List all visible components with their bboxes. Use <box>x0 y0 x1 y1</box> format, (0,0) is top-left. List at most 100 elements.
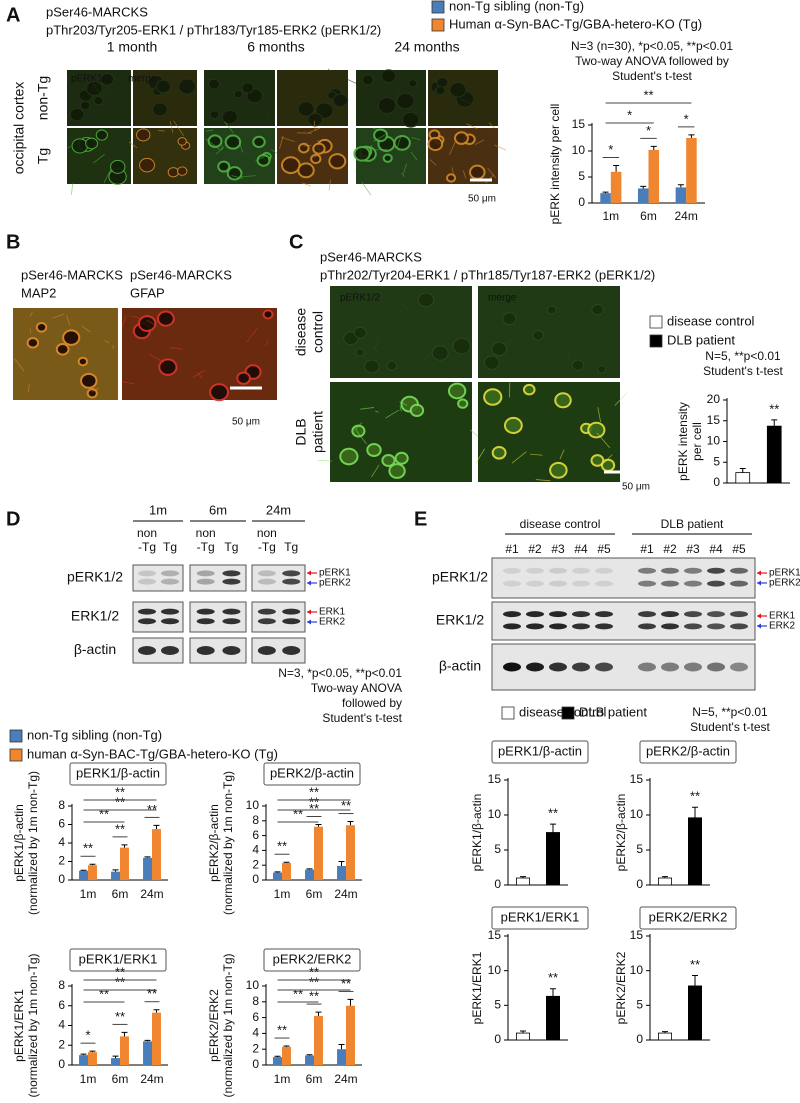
y-axis-label: pERK intensity per cell <box>548 104 562 225</box>
stats-note: Student's t-test <box>690 720 770 734</box>
y-tick-label: 5 <box>713 454 720 468</box>
legend-label: non-Tg sibling (non-Tg) <box>27 727 162 742</box>
chart-title-box <box>263 762 361 786</box>
arrow-head <box>757 613 761 619</box>
cell <box>137 315 157 332</box>
y-tick-label: 6 <box>252 1010 259 1024</box>
significance-label: ** <box>309 989 319 1004</box>
x-tick-label: 6m <box>306 1072 323 1086</box>
band <box>196 608 215 615</box>
y-tick-label: 10 <box>572 143 586 157</box>
error-bar <box>144 856 151 858</box>
fiber <box>255 153 270 162</box>
band <box>257 646 276 655</box>
significance-label: ** <box>341 798 351 813</box>
y-tick-label: 0 <box>58 1057 65 1071</box>
error-bar <box>80 1053 87 1056</box>
y-tick-label: 8 <box>58 798 65 812</box>
significance-label: ** <box>115 974 125 989</box>
stain-label: pSer46-MARCKS <box>21 267 123 282</box>
cell <box>71 138 89 154</box>
band <box>638 623 656 630</box>
row-label: Tg <box>35 148 51 164</box>
fiber <box>375 410 379 413</box>
row-label: disease <box>293 308 309 356</box>
significance-label: ** <box>115 794 125 809</box>
fiber <box>566 348 571 363</box>
cell <box>546 305 557 315</box>
band <box>161 608 179 615</box>
y-axis-label: pERK2/ERK2 <box>207 989 221 1062</box>
band <box>572 580 590 587</box>
error-bar <box>602 191 609 194</box>
band <box>730 611 748 618</box>
chart-title: pERK1/ERK1 <box>79 951 158 966</box>
band-label: ERK1 <box>769 611 796 622</box>
band <box>684 567 702 574</box>
chart-title-box <box>69 948 167 972</box>
y-tick-label: 15 <box>488 928 502 942</box>
column-label: 6m <box>209 502 227 517</box>
chart-title: pERK2/β-actin <box>646 743 730 758</box>
cell <box>447 382 467 400</box>
band <box>730 623 748 630</box>
fiber <box>301 182 312 187</box>
stats-note: Student's t-test <box>322 711 402 725</box>
band <box>707 580 725 587</box>
band <box>638 611 656 618</box>
legend-swatch <box>561 706 575 720</box>
error-bar <box>121 1031 128 1037</box>
cell <box>312 142 326 155</box>
band <box>549 611 567 618</box>
band <box>595 611 613 618</box>
y-tick-label: 6 <box>58 998 65 1012</box>
lane-label: -Tg <box>197 540 215 554</box>
error-bar <box>112 869 119 872</box>
cell <box>136 128 151 142</box>
significance-label: ** <box>115 821 125 836</box>
band <box>526 662 544 672</box>
fiber <box>92 83 104 98</box>
legend-swatch <box>9 748 23 762</box>
cell <box>373 128 389 143</box>
fiber <box>173 120 184 136</box>
stats-note: N=3 (n=30), *p<0.05, **p<0.01 <box>571 39 733 53</box>
error-bar <box>640 185 647 189</box>
lane-label: -Tg <box>138 540 156 554</box>
arrow-head <box>757 570 761 576</box>
fiber <box>375 148 388 151</box>
x-tick-label: 6m <box>112 887 129 901</box>
band <box>222 570 241 577</box>
cell <box>382 153 393 163</box>
blot <box>189 601 247 633</box>
x-tick-label: 1m <box>274 1072 291 1086</box>
fiber <box>67 146 71 149</box>
y-tick-label: 6 <box>58 817 65 831</box>
row-label: patient <box>310 411 326 453</box>
cell <box>221 109 239 125</box>
fiber <box>361 181 372 196</box>
arrow-head <box>757 623 761 629</box>
cell <box>393 134 411 151</box>
y-tick-label: 15 <box>630 928 644 942</box>
scale-bar-label: 50 μm <box>468 194 496 205</box>
fiber <box>279 90 282 106</box>
fiber <box>52 313 64 319</box>
chart-title: pERK2/ERK2 <box>273 951 352 966</box>
chart-title-box <box>491 906 589 930</box>
band <box>549 623 567 630</box>
blot <box>132 564 184 592</box>
chart-title-box <box>639 906 737 930</box>
blot <box>491 601 756 641</box>
band <box>572 623 590 630</box>
cell <box>310 153 322 165</box>
fiber <box>482 81 487 85</box>
fiber <box>451 167 455 177</box>
fiber <box>487 168 497 179</box>
cell <box>380 69 397 84</box>
band <box>138 618 156 625</box>
significance-label: * <box>608 142 613 157</box>
cell <box>256 153 271 167</box>
legend-swatch <box>501 706 515 720</box>
significance-label: ** <box>147 986 157 1001</box>
